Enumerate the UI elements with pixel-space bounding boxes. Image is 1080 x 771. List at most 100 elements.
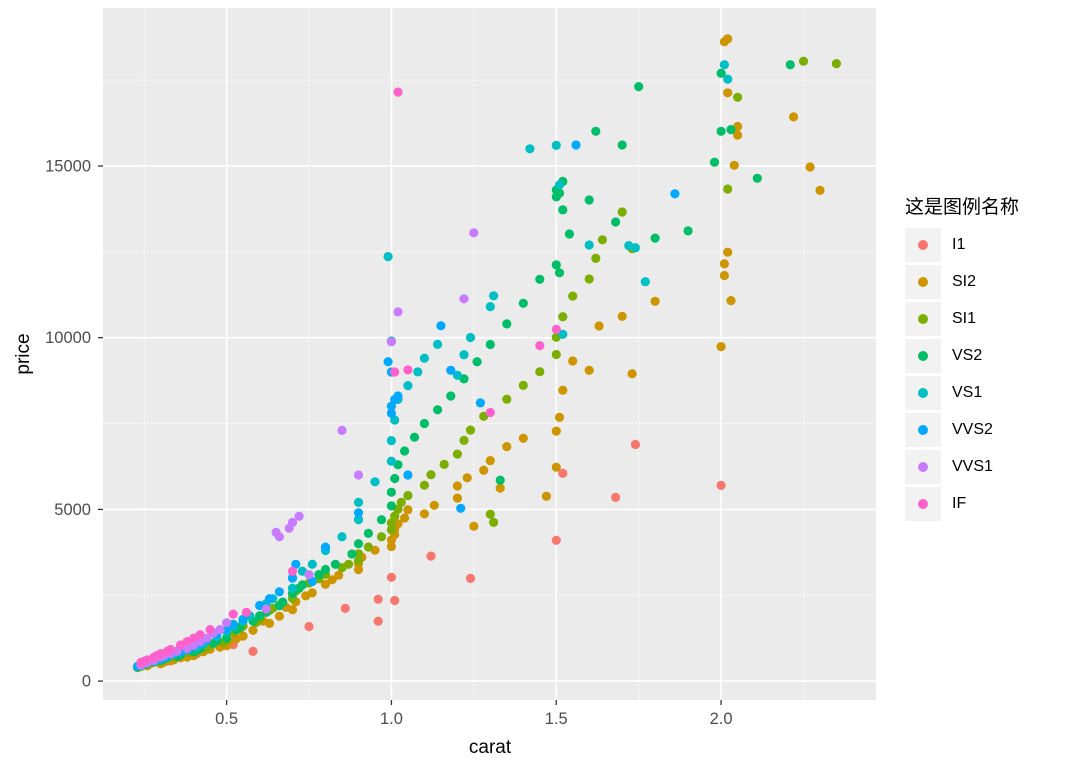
data-point-SI2 <box>419 509 429 519</box>
data-point-SI1 <box>584 274 594 284</box>
data-point-IF <box>287 566 298 576</box>
data-point-SI2 <box>518 433 528 443</box>
legend-dot-icon <box>918 314 928 324</box>
data-point-SI2 <box>584 365 594 375</box>
data-point-SI2 <box>327 575 337 585</box>
x-tick-label: 1.5 <box>545 710 568 728</box>
data-point-I1 <box>340 603 350 613</box>
legend: 这是图例名称 I1 SI2 SI1 VS2 VS1 VVS2 VVS1 IF <box>905 192 1019 524</box>
legend-key-IF <box>905 487 941 521</box>
data-point-VVS2 <box>386 408 396 418</box>
data-point-VVS2 <box>238 614 248 624</box>
data-point-SI2 <box>307 588 317 598</box>
data-point-SI1 <box>489 517 499 528</box>
data-point-SI1 <box>591 253 601 263</box>
legend-item-SI2: SI2 <box>905 265 1019 299</box>
data-point-VS2 <box>617 140 627 150</box>
y-tick-label: 0 <box>82 673 91 691</box>
data-point-VVS2 <box>383 357 393 367</box>
data-point-SI2 <box>274 611 284 621</box>
data-point-I1 <box>386 572 396 582</box>
data-point-VS1 <box>390 415 400 425</box>
plot-panel <box>103 8 876 700</box>
data-point-VS2 <box>535 274 545 284</box>
data-point-SI1 <box>363 542 373 552</box>
y-tick-label: 10000 <box>45 329 91 347</box>
data-point-VS1 <box>558 329 568 339</box>
data-point-SI2 <box>287 605 298 615</box>
legend-label-IF: IF <box>952 495 967 512</box>
data-point-VS2 <box>752 173 762 183</box>
data-point-SI1 <box>465 425 476 435</box>
data-point-SI2 <box>617 311 627 321</box>
legend-item-VVS1: VVS1 <box>905 450 1019 484</box>
data-point-VS1 <box>489 291 499 301</box>
data-point-SI1 <box>617 207 627 217</box>
data-point-IF <box>485 407 495 418</box>
data-point-SI2 <box>723 88 733 98</box>
x-tick-label: 0.5 <box>215 710 238 728</box>
data-point-I1 <box>611 492 621 502</box>
data-point-SI2 <box>558 385 568 395</box>
data-point-IF <box>535 341 545 351</box>
data-point-I1 <box>426 551 436 561</box>
data-point-VVS2 <box>436 321 446 331</box>
data-point-SI1 <box>386 518 396 528</box>
data-point-SI1 <box>419 480 429 490</box>
data-point-VS1 <box>386 456 396 466</box>
legend-dot-icon <box>918 425 928 435</box>
data-point-VVS1 <box>222 618 232 628</box>
data-point-VS1 <box>452 370 462 380</box>
data-point-SI2 <box>400 513 410 523</box>
data-point-VVS2 <box>571 140 581 150</box>
data-point-VVS1 <box>294 511 304 521</box>
data-point-VVS1 <box>304 570 314 580</box>
data-point-SI1 <box>439 459 449 469</box>
data-point-SI2 <box>554 412 565 422</box>
data-point-VVS2 <box>353 508 364 518</box>
data-point-VVS1 <box>337 425 347 435</box>
data-point-SI2 <box>462 473 472 483</box>
data-point-IF <box>551 324 561 334</box>
data-point-SI2 <box>334 570 344 580</box>
legend-label-VVS1: VVS1 <box>952 458 993 475</box>
data-point-VS2 <box>611 217 621 227</box>
data-point-VS1 <box>525 144 535 154</box>
legend-item-I1: I1 <box>905 228 1019 262</box>
data-point-VS1 <box>307 559 317 569</box>
data-point-SI1 <box>426 470 436 480</box>
data-point-SI1 <box>831 59 842 69</box>
data-point-I1 <box>716 480 726 490</box>
data-point-IF <box>403 365 413 375</box>
data-point-VS2 <box>222 633 232 643</box>
data-point-IF <box>241 607 251 618</box>
data-point-SI1 <box>459 435 469 445</box>
data-point-VVS2 <box>222 625 232 635</box>
data-point-SI2 <box>627 369 637 379</box>
data-point-SI2 <box>723 247 733 257</box>
data-point-VS2 <box>564 229 575 239</box>
data-point-VS1 <box>640 277 650 287</box>
data-point-VS2 <box>709 157 720 167</box>
legend-dot-icon <box>918 277 928 287</box>
legend-item-VVS2: VVS2 <box>905 413 1019 447</box>
data-point-VS2 <box>785 60 795 70</box>
legend-dot-icon <box>918 388 928 398</box>
data-point-VS2 <box>314 570 324 580</box>
data-point-VS2 <box>409 432 420 442</box>
legend-item-VS2: VS2 <box>905 339 1019 373</box>
legend-key-SI1 <box>905 302 941 336</box>
data-point-VVS1 <box>274 532 284 542</box>
data-point-I1 <box>373 594 383 604</box>
data-point-VS1 <box>413 367 423 377</box>
data-point-SI2 <box>733 130 743 140</box>
data-point-VS1 <box>584 240 594 250</box>
data-point-VS2 <box>297 580 307 590</box>
data-point-VVS2 <box>393 391 403 401</box>
data-point-SI1 <box>597 235 608 245</box>
data-point-VS2 <box>518 298 528 308</box>
data-point-VS2 <box>495 475 505 485</box>
data-point-SI1 <box>733 92 743 102</box>
data-point-VVS1 <box>386 337 396 347</box>
data-point-VS1 <box>433 339 443 349</box>
